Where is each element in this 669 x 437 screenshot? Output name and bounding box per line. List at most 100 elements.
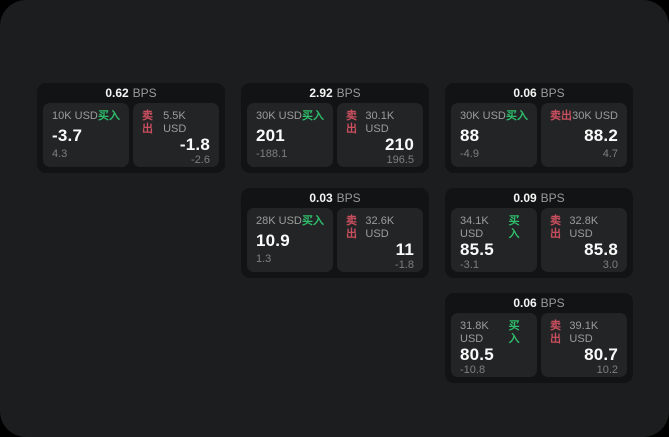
buy-panel-top: 30K USD 买入 (256, 110, 324, 123)
sell-amount: 30K USD (572, 110, 618, 122)
quote-card-5: 0.09 BPS 34.1K USD 买入 85.5 -3.1 卖出 32.8K… (445, 188, 633, 278)
sell-panel[interactable]: 卖出 32.6K USD 11 -1.8 (337, 208, 423, 272)
quote-card-6: 0.06 BPS 31.8K USD 买入 80.5 -10.8 卖出 39.1… (445, 293, 633, 383)
buy-panel-top: 34.1K USD 买入 (460, 215, 528, 241)
buy-panel-top: 28K USD 买入 (256, 215, 324, 228)
bps-header: 0.62 BPS (37, 83, 225, 103)
sell-side-label: 卖出 (550, 320, 561, 345)
bps-unit-label: BPS (132, 86, 157, 100)
buy-panel[interactable]: 30K USD 买入 88 -4.9 (451, 103, 537, 167)
sell-amount: 5.5K USD (163, 110, 187, 135)
sell-price: 88.2 (584, 125, 618, 145)
buy-price: 201 (256, 125, 285, 145)
quote-panels: 34.1K USD 买入 85.5 -3.1 卖出 32.8K USD 85.8… (445, 208, 633, 272)
sell-delta: 196.5 (386, 154, 414, 166)
sell-price: 80.7 (584, 345, 618, 364)
sell-side-label: 卖出 (346, 110, 357, 135)
sell-price: 210 (385, 135, 414, 154)
bps-unit-label: BPS (540, 296, 565, 310)
sell-panel[interactable]: 卖出 32.8K USD 85.8 3.0 (541, 208, 627, 272)
sell-amount: 32.8K USD (569, 215, 599, 240)
buy-side-label: 买入 (98, 110, 120, 122)
sell-panel-top: 卖出 30K USD (550, 110, 618, 123)
buy-price: 88 (460, 125, 480, 145)
buy-side-label: 买入 (506, 110, 528, 122)
buy-price: 80.5 (460, 345, 494, 364)
buy-panel-top: 10K USD 买入 (52, 110, 120, 123)
quote-panels: 10K USD 买入 -3.7 4.3 卖出 5.5K USD -1.8 -2.… (37, 103, 225, 167)
buy-amount: 28K USD (256, 215, 302, 227)
buy-amount: 10K USD (52, 110, 98, 122)
bps-unit-label: BPS (336, 86, 361, 100)
sell-side-label: 卖出 (346, 215, 357, 240)
sell-panel-top: 卖出 5.5K USD (142, 110, 210, 136)
sell-panel-top: 卖出 30.1K USD (346, 110, 414, 136)
sell-side-label: 卖出 (142, 110, 153, 135)
quote-panels: 28K USD 买入 10.9 1.3 卖出 32.6K USD 11 -1.8 (241, 208, 429, 272)
sell-panel[interactable]: 卖出 5.5K USD -1.8 -2.6 (133, 103, 219, 167)
buy-amount: 31.8K USD (460, 320, 489, 345)
sell-delta: -1.8 (395, 259, 414, 271)
quote-card-3: 0.06 BPS 30K USD 买入 88 -4.9 卖出 30K USD 8… (445, 83, 633, 173)
bps-header: 0.09 BPS (445, 188, 633, 208)
bps-value: 0.62 (105, 86, 129, 100)
bps-unit-label: BPS (540, 191, 565, 205)
buy-side-label: 买入 (302, 110, 324, 122)
buy-panel[interactable]: 34.1K USD 买入 85.5 -3.1 (451, 208, 537, 272)
buy-panel[interactable]: 31.8K USD 买入 80.5 -10.8 (451, 313, 537, 377)
sell-side-label: 卖出 (550, 110, 572, 122)
bps-value: 0.03 (309, 191, 333, 205)
quote-card-4: 0.03 BPS 28K USD 买入 10.9 1.3 卖出 32.6K US… (241, 188, 429, 278)
sell-panel[interactable]: 卖出 30K USD 88.2 4.7 (541, 103, 627, 167)
buy-price: -3.7 (52, 125, 83, 145)
sell-panel[interactable]: 卖出 30.1K USD 210 196.5 (337, 103, 423, 167)
buy-side-label: 买入 (508, 320, 520, 345)
sell-amount: 39.1K USD (569, 320, 599, 345)
sell-delta: 3.0 (602, 259, 618, 271)
sell-panel-top: 卖出 39.1K USD (550, 320, 618, 346)
quote-panels: 30K USD 买入 201 -188.1 卖出 30.1K USD 210 1… (241, 103, 429, 167)
bps-unit-label: BPS (540, 86, 565, 100)
buy-price: 85.5 (460, 240, 494, 259)
buy-panel[interactable]: 28K USD 买入 10.9 1.3 (247, 208, 333, 272)
bps-value: 2.92 (309, 86, 333, 100)
quote-card-2: 2.92 BPS 30K USD 买入 201 -188.1 卖出 30.1K … (241, 83, 429, 173)
buy-delta: -4.9 (460, 148, 479, 160)
buy-delta: -10.8 (460, 364, 486, 376)
bps-header: 0.06 BPS (445, 83, 633, 103)
buy-delta: -188.1 (256, 148, 288, 160)
buy-panel[interactable]: 10K USD 买入 -3.7 4.3 (43, 103, 129, 167)
bps-header: 2.92 BPS (241, 83, 429, 103)
sell-panel-top: 卖出 32.6K USD (346, 215, 414, 241)
sell-panel[interactable]: 卖出 39.1K USD 80.7 10.2 (541, 313, 627, 377)
sell-panel-top: 卖出 32.8K USD (550, 215, 618, 241)
buy-panel-top: 31.8K USD 买入 (460, 320, 528, 346)
buy-panel[interactable]: 30K USD 买入 201 -188.1 (247, 103, 333, 167)
bps-header: 0.03 BPS (241, 188, 429, 208)
bps-unit-label: BPS (336, 191, 361, 205)
sell-delta: 4.7 (602, 148, 618, 160)
sell-side-label: 卖出 (550, 215, 561, 240)
buy-side-label: 买入 (302, 215, 324, 227)
buy-delta: 1.3 (256, 253, 272, 265)
buy-amount: 30K USD (256, 110, 302, 122)
buy-delta: -3.1 (460, 259, 479, 271)
quote-card-1: 0.62 BPS 10K USD 买入 -3.7 4.3 卖出 5.5K USD… (37, 83, 225, 173)
sell-price: 85.8 (584, 240, 618, 259)
bps-header: 0.06 BPS (445, 293, 633, 313)
bps-value: 0.09 (513, 191, 537, 205)
sell-delta: 10.2 (596, 364, 618, 376)
buy-delta: 4.3 (52, 148, 68, 160)
buy-side-label: 买入 (508, 215, 520, 240)
buy-panel-top: 30K USD 买入 (460, 110, 528, 123)
sell-amount: 32.6K USD (365, 215, 395, 240)
bps-value: 0.06 (513, 296, 537, 310)
sell-amount: 30.1K USD (365, 110, 395, 135)
buy-amount: 34.1K USD (460, 215, 489, 240)
buy-amount: 30K USD (460, 110, 506, 122)
sell-delta: -2.6 (191, 154, 210, 166)
quote-panels: 30K USD 买入 88 -4.9 卖出 30K USD 88.2 4.7 (445, 103, 633, 167)
quote-panels: 31.8K USD 买入 80.5 -10.8 卖出 39.1K USD 80.… (445, 313, 633, 377)
sell-price: -1.8 (179, 135, 210, 154)
